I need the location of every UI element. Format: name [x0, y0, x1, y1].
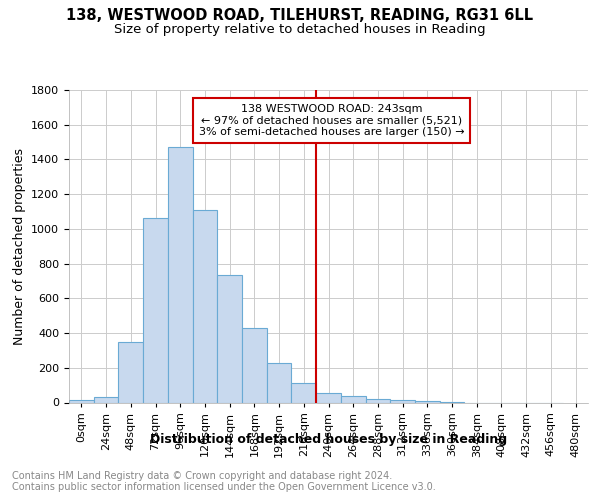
Bar	[316, 393, 341, 402]
Text: 138 WESTWOOD ROAD: 243sqm
← 97% of detached houses are smaller (5,521)
3% of sem: 138 WESTWOOD ROAD: 243sqm ← 97% of detac…	[199, 104, 464, 137]
Bar	[193, 210, 217, 402]
Bar	[143, 218, 168, 402]
Bar	[390, 400, 415, 402]
Bar	[341, 396, 365, 402]
Text: Size of property relative to detached houses in Reading: Size of property relative to detached ho…	[114, 22, 486, 36]
Bar	[365, 399, 390, 402]
Bar	[217, 275, 242, 402]
Bar	[292, 384, 316, 402]
Bar	[242, 328, 267, 402]
Bar	[69, 400, 94, 402]
Bar	[168, 148, 193, 402]
Y-axis label: Number of detached properties: Number of detached properties	[13, 148, 26, 345]
Bar	[267, 364, 292, 403]
Text: 138, WESTWOOD ROAD, TILEHURST, READING, RG31 6LL: 138, WESTWOOD ROAD, TILEHURST, READING, …	[67, 8, 533, 22]
Text: Contains HM Land Registry data © Crown copyright and database right 2024.
Contai: Contains HM Land Registry data © Crown c…	[12, 471, 436, 492]
Bar	[94, 398, 118, 402]
Text: Distribution of detached houses by size in Reading: Distribution of detached houses by size …	[150, 432, 508, 446]
Bar	[415, 401, 440, 402]
Bar	[118, 342, 143, 402]
